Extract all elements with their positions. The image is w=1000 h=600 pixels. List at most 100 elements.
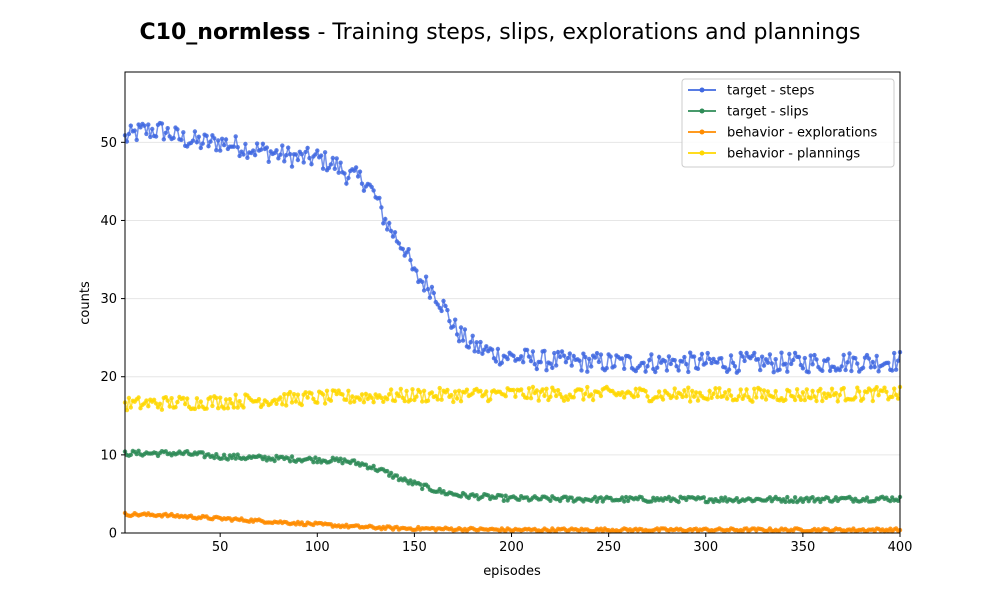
data-point (412, 397, 417, 403)
data-point (453, 389, 458, 394)
data-point (476, 349, 481, 354)
data-point (227, 397, 233, 402)
data-point (278, 152, 283, 157)
data-point (565, 397, 571, 402)
data-point (643, 389, 648, 394)
y-tick-label: 0 (109, 527, 117, 542)
data-point (225, 457, 231, 462)
data-point (151, 397, 157, 402)
data-point (771, 395, 776, 400)
data-point (126, 131, 132, 137)
data-point (309, 162, 314, 167)
data-point (159, 407, 165, 412)
data-point (289, 400, 295, 405)
data-point (680, 359, 685, 364)
data-point (219, 136, 225, 141)
data-point (208, 139, 213, 144)
data-point (357, 397, 363, 402)
data-point (802, 355, 807, 361)
data-point (237, 153, 242, 159)
data-point (311, 460, 316, 465)
data-point (344, 397, 349, 402)
data-point (287, 152, 293, 157)
data-point (266, 159, 271, 164)
data-point (284, 153, 289, 158)
data-point (332, 388, 337, 393)
data-point (214, 148, 219, 153)
x-tick-label: 150 (402, 540, 427, 555)
data-point (441, 298, 446, 304)
data-point (649, 499, 654, 504)
data-point (802, 397, 807, 403)
data-point (524, 347, 530, 353)
data-point (148, 134, 153, 140)
y-tick-label: 10 (100, 448, 117, 463)
data-point (293, 152, 299, 157)
data-point (688, 350, 693, 355)
data-point (656, 389, 662, 394)
data-point (693, 390, 699, 395)
data-point (697, 357, 703, 362)
data-point (676, 368, 681, 373)
data-point (738, 387, 743, 392)
data-point (390, 234, 396, 239)
data-point (315, 148, 320, 153)
data-point (456, 388, 462, 393)
data-point (423, 274, 429, 279)
data-point (567, 351, 572, 356)
data-point (161, 137, 166, 142)
data-point (256, 397, 262, 402)
data-point (825, 356, 831, 362)
data-point (243, 141, 248, 147)
data-point (400, 246, 405, 252)
data-point (853, 356, 858, 361)
data-point (684, 362, 689, 367)
data-point (785, 494, 790, 500)
data-point (791, 394, 796, 399)
data-point (204, 406, 209, 411)
data-point (482, 347, 487, 352)
data-point (196, 134, 201, 139)
data-point (233, 456, 238, 461)
data-point (124, 407, 130, 413)
data-point (812, 352, 817, 358)
data-point (796, 354, 802, 360)
data-point (759, 354, 765, 359)
data-point (814, 357, 819, 362)
data-point (165, 126, 170, 131)
data-point (328, 459, 334, 464)
data-point (173, 405, 178, 410)
data-point (800, 390, 806, 395)
data-point (400, 395, 405, 400)
data-point (715, 360, 720, 365)
data-point (175, 399, 180, 405)
data-point (420, 279, 425, 284)
data-point (577, 358, 582, 363)
data-point (235, 452, 240, 457)
data-point (418, 482, 423, 487)
plot-frame (124, 71, 901, 534)
data-point (552, 350, 557, 356)
data-point (153, 401, 159, 406)
data-point (732, 364, 738, 369)
data-point (138, 125, 143, 130)
data-point (363, 391, 369, 397)
x-tick-label: 50 (212, 540, 229, 555)
data-point (282, 159, 287, 164)
data-point (697, 390, 703, 395)
data-point (194, 140, 200, 145)
data-point (672, 358, 677, 363)
data-point (445, 307, 450, 313)
data-point (458, 325, 464, 330)
data-point (435, 302, 440, 307)
data-point (128, 405, 133, 410)
data-point (538, 360, 543, 365)
series-3 (122, 384, 903, 413)
data-point (491, 356, 497, 361)
data-point (192, 406, 198, 412)
data-point (208, 395, 213, 400)
data-point (276, 156, 281, 161)
data-point (690, 388, 695, 394)
data-point (711, 391, 716, 396)
data-point (305, 395, 310, 400)
